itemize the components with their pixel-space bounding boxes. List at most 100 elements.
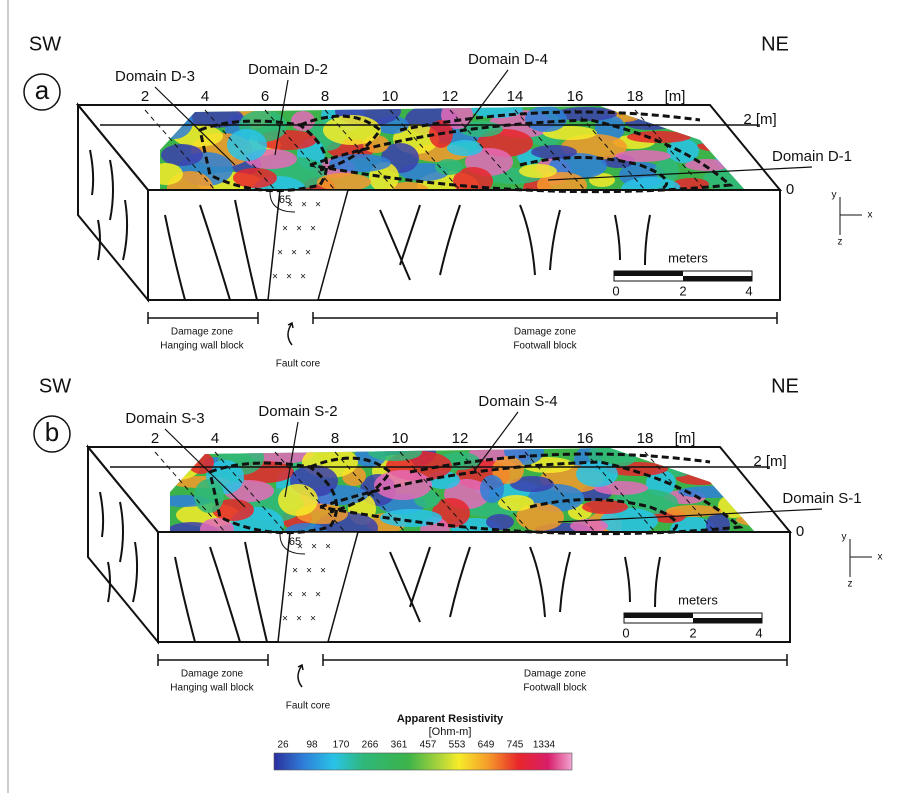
- fracture: [245, 542, 267, 642]
- fracture: [123, 200, 127, 260]
- scale-tick: 0: [612, 283, 619, 298]
- distance-unit: [m]: [665, 88, 686, 105]
- fracture: [625, 557, 630, 602]
- fracture: [100, 492, 103, 537]
- map-blob: [435, 159, 463, 175]
- zone-title: Damage zone: [524, 669, 587, 680]
- distance-label: 12: [452, 430, 469, 447]
- domain-label: Domain S-1: [782, 490, 861, 507]
- zone-title: Fault core: [276, 359, 321, 370]
- map-blob: [486, 514, 514, 530]
- axes-arrows: [840, 197, 862, 235]
- map-blob: [374, 470, 432, 500]
- fault-mark: ×: [310, 224, 316, 235]
- fracture: [133, 542, 137, 602]
- colorbar-tick: 649: [478, 740, 495, 751]
- domain-label: Domain S-3: [125, 410, 204, 427]
- axes-arrows: [850, 539, 872, 577]
- map-blob: [153, 102, 177, 114]
- panel: ××××××××××××6524681012141618[m]2 [m]0Dom…: [24, 33, 873, 369]
- distance-label: 2: [141, 88, 149, 105]
- colorbar-tick: 1334: [533, 740, 556, 751]
- domain-label: Domain S-2: [258, 403, 337, 420]
- distance-label: 18: [627, 88, 644, 105]
- distance-unit: [m]: [675, 430, 696, 447]
- fracture: [530, 547, 545, 617]
- fault-mark: ×: [287, 590, 293, 601]
- fracture: [450, 547, 470, 617]
- distance-label: 10: [392, 430, 409, 447]
- fault-mark: ×: [310, 614, 316, 625]
- scale-fill: [624, 613, 693, 618]
- axis-label: z: [848, 579, 853, 590]
- map-blob: [525, 106, 567, 132]
- map-blob: [519, 164, 557, 178]
- fault-mark: ×: [300, 272, 306, 283]
- fault-mark: ×: [296, 614, 302, 625]
- fault-arrow: [298, 665, 303, 687]
- axis-label: z: [838, 237, 843, 248]
- colorbar-title: Apparent Resistivity: [397, 713, 504, 725]
- zone-bracket: [148, 312, 258, 324]
- distance-label: 18: [637, 430, 654, 447]
- zone-subtitle: Footwall block: [513, 341, 577, 352]
- fault-mark: ×: [301, 590, 307, 601]
- fracture: [560, 552, 570, 612]
- direction-right: NE: [771, 375, 799, 397]
- axis-label: x: [878, 552, 883, 563]
- fault-mark: ×: [311, 542, 317, 553]
- zone-subtitle: Hanging wall block: [170, 683, 254, 694]
- direction-right: NE: [761, 33, 789, 55]
- map-blob: [733, 124, 763, 158]
- distance-label: 8: [331, 430, 339, 447]
- distance-label: 14: [517, 430, 534, 447]
- map-blob: [278, 484, 318, 516]
- zone-bracket: [313, 312, 777, 324]
- colorbar-tick: 98: [306, 740, 318, 751]
- fracture: [210, 547, 240, 642]
- map-blob: [736, 514, 780, 526]
- colorbar-tick: 170: [333, 740, 350, 751]
- colorbar-tick: 745: [507, 740, 524, 751]
- fracture: [120, 502, 123, 562]
- distance-label: 2: [151, 430, 159, 447]
- fracture: [90, 150, 93, 195]
- zone-bracket: [158, 654, 268, 666]
- fracture: [440, 205, 460, 275]
- distance-label: 6: [261, 88, 269, 105]
- fracture: [175, 557, 195, 642]
- scale-fill: [693, 618, 762, 623]
- colorbar-tick: 553: [449, 740, 466, 751]
- distance-label: 14: [507, 88, 524, 105]
- colorbar-unit: [Ohm-m]: [429, 726, 472, 738]
- depth-label: 0: [786, 181, 794, 198]
- map-blob: [194, 479, 224, 513]
- direction-left: SW: [29, 33, 61, 55]
- scale-fill: [614, 271, 683, 276]
- fracture: [655, 557, 660, 607]
- fault-mark: ×: [315, 590, 321, 601]
- colorbar-tick: 26: [277, 740, 289, 751]
- fracture: [390, 552, 420, 622]
- map-blob: [447, 140, 483, 156]
- colorbar-tick: 457: [420, 740, 437, 751]
- domain-label: Domain S-4: [478, 393, 557, 410]
- axis-label: x: [868, 210, 873, 221]
- axis-label: y: [842, 532, 847, 543]
- fault-mark: ×: [272, 272, 278, 283]
- zone-title: Fault core: [286, 701, 331, 712]
- domain-label: Domain D-4: [468, 51, 548, 68]
- domain-label: Domain D-2: [248, 61, 328, 78]
- fault-mark: ×: [301, 200, 307, 211]
- distance-label: 12: [442, 88, 459, 105]
- map-blob: [155, 105, 193, 139]
- fault-mark: ×: [315, 200, 321, 211]
- fracture: [645, 215, 650, 265]
- direction-left: SW: [39, 375, 71, 397]
- domain-label: Domain D-1: [772, 148, 852, 165]
- fault-mark: ×: [306, 566, 312, 577]
- fault-mark: ×: [277, 248, 283, 259]
- fracture: [550, 210, 560, 270]
- zone-title: Damage zone: [514, 327, 577, 338]
